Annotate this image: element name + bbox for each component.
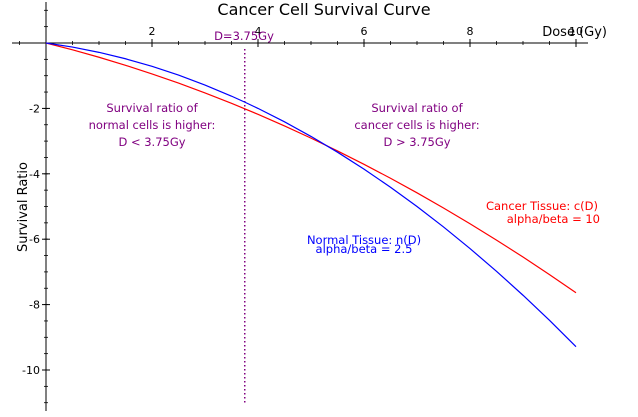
annotation-left-line-2: normal cells is higher: <box>89 118 216 132</box>
y-tick-label: -6 <box>29 233 40 246</box>
annotation-right-line-1: Survival ratio of <box>371 101 463 115</box>
legend-normal: Normal Tissue: n(D) alpha/beta = 2.5 <box>307 233 421 256</box>
annotation-cancer-higher: Survival ratio of cancer cells is higher… <box>354 101 479 149</box>
normal-series-params: alpha/beta = 2.5 <box>316 242 413 256</box>
series-group <box>45 42 577 348</box>
chart-title: Cancer Cell Survival Curve <box>217 0 430 19</box>
x-tick-label: 6 <box>361 25 368 38</box>
x-tick-label: 2 <box>149 25 156 38</box>
x-tick-label: 10 <box>569 25 583 38</box>
y-tick-label: -8 <box>29 299 40 312</box>
y-axis-label: Survival Ratio <box>16 162 31 252</box>
cancer-tissue-curve <box>45 42 577 294</box>
threshold-label: D=3.75Gy <box>214 29 274 43</box>
x-tick-label: 8 <box>467 25 474 38</box>
x-axis-label: Dose (Gy) <box>542 25 607 40</box>
cancer-series-label: Cancer Tissue: c(D) <box>486 199 598 213</box>
y-tick-label: -2 <box>29 102 40 115</box>
axis-ticks: 2 4 6 8 10 -2 -4 -6 -8 -10 <box>19 9 583 404</box>
annotation-left-line-3: D < 3.75Gy <box>118 135 185 149</box>
annotation-right-line-2: cancer cells is higher: <box>354 118 479 132</box>
x-tick-label: 4 <box>255 25 262 38</box>
legend-cancer: Cancer Tissue: c(D) alpha/beta = 10 <box>486 199 600 226</box>
y-tick-label: -10 <box>22 364 40 377</box>
y-tick-label: -4 <box>29 168 40 181</box>
annotation-normal-higher: Survival ratio of normal cells is higher… <box>89 101 216 149</box>
normal-tissue-curve <box>45 42 577 348</box>
annotation-right-line-3: D > 3.75Gy <box>383 135 450 149</box>
cancer-series-params: alpha/beta = 10 <box>507 212 600 226</box>
annotation-left-line-1: Survival ratio of <box>106 101 198 115</box>
normal-series-label: Normal Tissue: n(D) <box>307 233 421 247</box>
